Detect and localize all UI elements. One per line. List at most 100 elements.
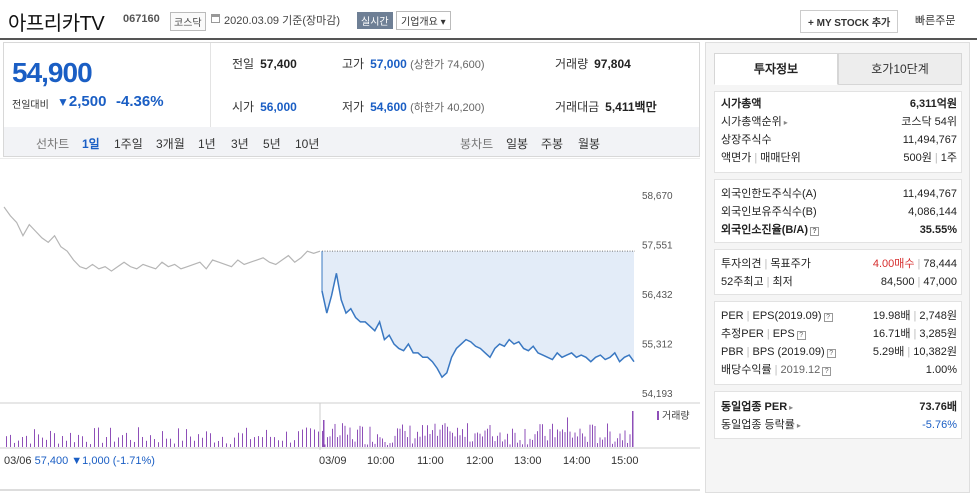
prev-day-summary: 03/06 57,400 ▼1,000 (-1.71%) [4,455,155,467]
volume-bar [339,435,341,447]
volume-bar [234,437,235,447]
foreign-ratio-row: 외국인소진율(B/A)? 35.55% [721,224,957,236]
period-1w[interactable]: 1주일 [114,137,143,151]
help-icon[interactable]: ? [810,227,819,236]
volume-bar [357,429,358,447]
volume-bar [477,432,478,447]
volume-bar [266,429,267,447]
dividend-row: 배당수익률 | 2019.12? 1.00% [721,364,957,376]
opinion-row: 투자의견 | 목표주가 4.00매수 | 78,444 [721,258,957,270]
volume-bar [539,424,541,447]
arrow-right-icon[interactable]: ▸ [796,421,801,430]
week52-row: 52주최고 | 최저 84,500 | 47,000 [721,276,957,288]
volume-bar [414,438,416,447]
volume-bar [150,435,151,447]
stock-code: 067160 [123,13,160,25]
today-price-line [321,273,635,379]
volume-bar [387,444,388,447]
volume-bar [419,436,421,447]
volume-bar [130,439,131,447]
volume-bar [250,439,251,447]
volume-bar [54,433,55,447]
help-icon[interactable]: ? [796,331,806,340]
volume-bar [449,431,451,447]
volume-bar [522,444,523,447]
volume-bar [38,434,39,447]
market-badge: 코스닥 [170,12,206,31]
period-10y[interactable]: 10년 [295,137,320,151]
open-price: 시가 56,000 [232,100,297,114]
volume-bar [519,440,521,447]
volume-bar [90,444,91,447]
period-1y[interactable]: 1년 [198,137,216,151]
volume-bar [567,417,568,447]
realtime-button[interactable]: 실시간 [357,12,393,29]
help-icon[interactable]: ? [823,313,833,322]
volume-bar [282,440,283,447]
quote-date: 2020.03.09 기준(장마감) [224,15,341,27]
company-overview-dropdown[interactable]: 기업개요 ▾ [396,11,451,30]
volume-bar [174,443,175,447]
volume-bar [6,436,7,447]
volume-bar [218,440,219,447]
volume-bar [332,428,333,447]
period-5y[interactable]: 5년 [263,137,281,151]
foreign-limit-row: 외국인한도주식수(A) 11,494,767 [721,188,957,200]
volume-bar [278,440,279,447]
volume-bar [322,430,323,447]
line-chart-label: 선차트 [36,137,70,151]
volume-bar [622,440,623,447]
high-price: 고가 57,000 (상한가 74,600) [342,57,485,71]
pbr-row: PBR | BPS (2019.09)? 5.29배 | 10,382원 [721,346,957,358]
volume-bar [602,439,603,447]
quick-order-button[interactable]: 빠른주문 [915,15,956,27]
add-my-stock-button[interactable]: + MY STOCK 추가 [800,10,899,33]
volume-bar [202,437,203,447]
volume-bar [302,429,303,447]
volume-bar [589,424,591,447]
volume-bar [98,427,99,447]
x-tick-label: 14:00 [563,455,591,467]
volume-bar [230,444,231,447]
volume-bar [392,442,393,447]
volume-bar [158,442,159,447]
arrow-right-icon[interactable]: ▸ [789,403,794,412]
volume-bar [369,426,371,447]
tab-investment-info[interactable]: 투자정보 [714,53,838,85]
volume-bar [632,411,634,447]
help-icon[interactable]: ? [822,367,832,376]
volume-bar [534,434,536,447]
period-3m[interactable]: 3개월 [156,137,185,151]
period-1d[interactable]: 1일 [82,137,100,151]
volume-bar [564,432,566,447]
volume-bar [362,426,363,447]
arrow-right-icon[interactable]: ▸ [783,118,788,127]
volume-bar [329,436,331,447]
help-icon[interactable]: ? [826,349,836,358]
x-tick-label: 15:00 [611,455,639,467]
x-tick-label: 11:00 [417,455,444,467]
volume-bar [389,443,391,447]
volume-bar [439,429,441,447]
volume-bar [298,431,299,447]
period-3y[interactable]: 3년 [231,137,249,151]
candle-monthly[interactable]: 월봉 [578,137,601,151]
volume-bar [599,437,601,447]
volume-bar [507,433,508,447]
volume-bar [584,436,586,447]
volume-legend-swatch [657,411,659,420]
volume-bar [444,423,446,447]
volume-bar [42,437,43,447]
tab-order-book[interactable]: 호가10단계 [838,53,962,85]
candle-daily[interactable]: 일봉 [506,137,529,151]
x-tick-label: 10:00 [367,455,395,467]
shares-row: 상장주식수 11,494,767 [721,134,957,146]
market-cap-row: 시가총액 6,311억원 [721,98,957,110]
volume-bar [447,426,448,447]
volume-bar [537,431,538,447]
volume-bar [318,431,319,447]
candle-weekly[interactable]: 주봉 [541,137,564,151]
volume-bar [597,443,598,447]
volume-bar [504,439,506,447]
volume-bar [454,436,456,447]
